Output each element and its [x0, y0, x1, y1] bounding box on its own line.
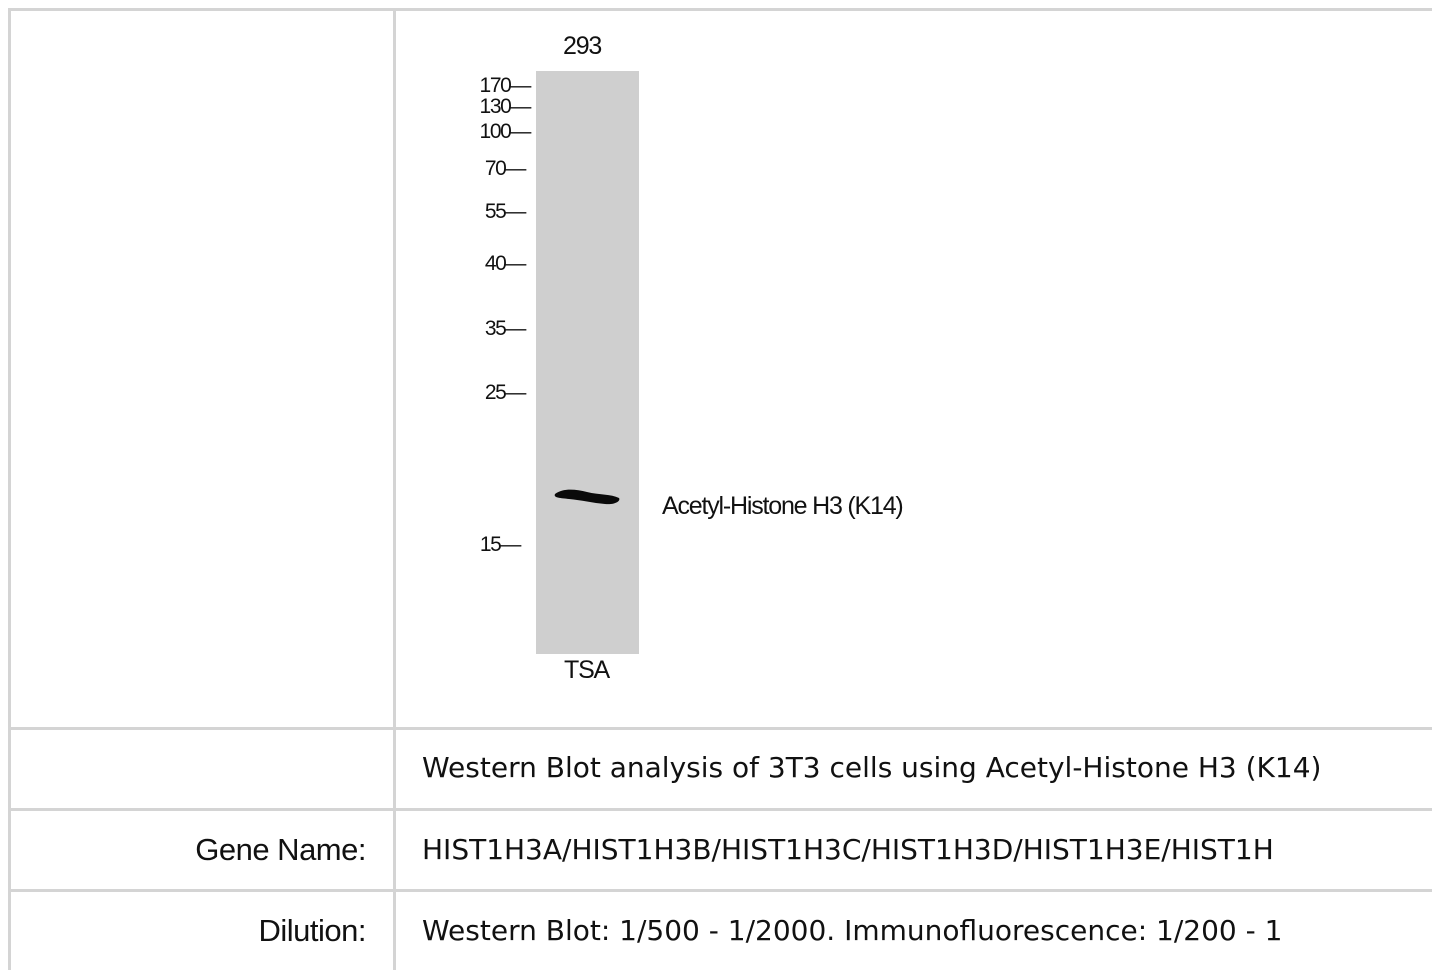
marker-label: 35—: [484, 317, 527, 340]
protein-band: [554, 489, 620, 505]
caption-text: Western Blot analysis of 3T3 cells using…: [422, 751, 1322, 784]
row-divider: [8, 889, 1432, 892]
marker-label: 70—: [484, 157, 527, 180]
dilution-label: Dilution:: [258, 913, 367, 948]
row-divider: [8, 808, 1432, 811]
lane-treatment-label: TSA: [564, 656, 610, 684]
gene-name-label: Gene Name:: [195, 832, 366, 867]
marker-label: 130—: [479, 95, 532, 118]
marker-label: 100—: [479, 120, 532, 143]
marker-label: 55—: [484, 200, 527, 223]
blot-lane: [536, 71, 639, 654]
band-label: Acetyl-Histone H3 (K14): [662, 492, 904, 520]
marker-label: 170—: [479, 74, 532, 97]
row-divider: [8, 727, 1432, 730]
table-frame: [8, 8, 1432, 970]
marker-label: 25—: [484, 381, 527, 404]
lane-sample-label: 293: [563, 32, 602, 60]
column-divider: [393, 8, 396, 970]
marker-label: 40—: [484, 252, 527, 275]
dilution-value: Western Blot: 1/500 - 1/2000. Immunofluo…: [422, 914, 1283, 947]
marker-label: 15—: [479, 533, 522, 556]
gene-name-value: HIST1H3A/HIST1H3B/HIST1H3C/HIST1H3D/HIST…: [422, 833, 1274, 866]
